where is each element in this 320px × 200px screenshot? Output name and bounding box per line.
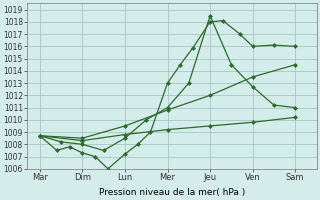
X-axis label: Pression niveau de la mer( hPa ): Pression niveau de la mer( hPa ) — [99, 188, 245, 197]
